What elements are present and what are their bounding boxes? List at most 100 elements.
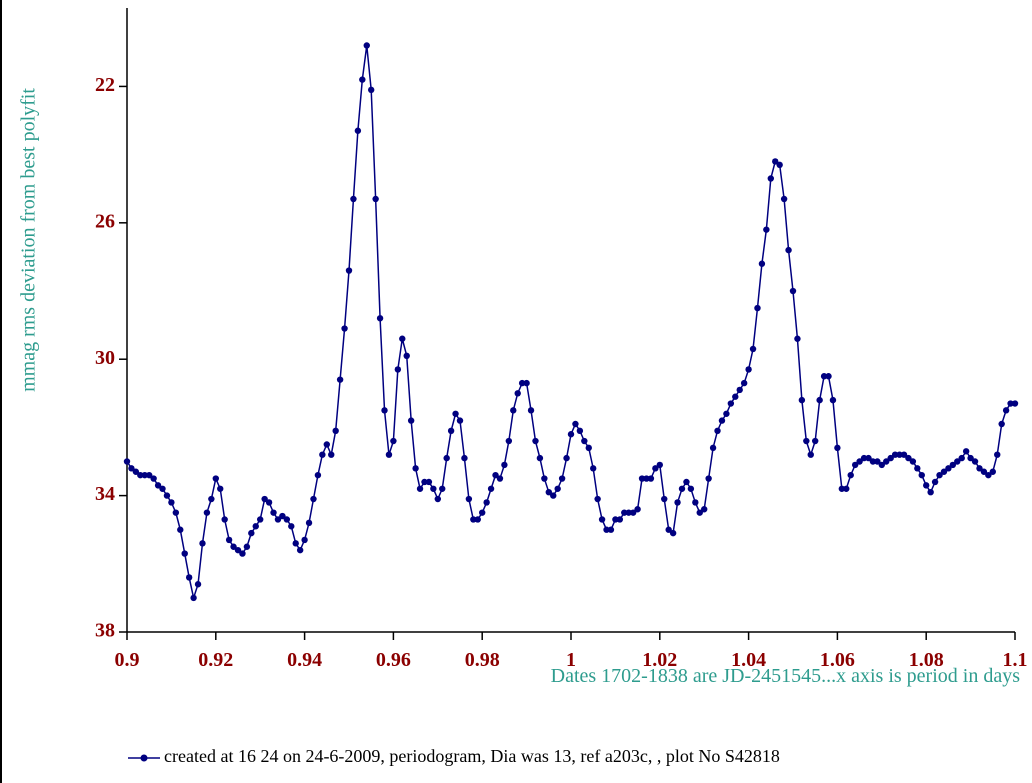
data-point [745, 366, 752, 373]
data-point [763, 226, 770, 233]
data-point [923, 482, 930, 489]
data-point [363, 42, 370, 49]
data-point [385, 451, 393, 458]
data-point [359, 76, 366, 83]
data-point [447, 427, 455, 435]
data-point [239, 550, 246, 557]
data-point [274, 516, 282, 523]
data-point [772, 158, 779, 165]
data-point [554, 485, 561, 492]
data-point [403, 352, 410, 360]
data-point [718, 417, 726, 424]
data-point [456, 417, 464, 424]
data-point [856, 458, 863, 465]
data-point [345, 267, 353, 274]
data-point [638, 475, 646, 482]
y-tick-label: 22 [95, 74, 115, 96]
data-point [625, 509, 632, 516]
data-point [234, 546, 242, 554]
data-point [252, 523, 259, 530]
data-point [567, 431, 575, 438]
data-point [905, 454, 912, 462]
data-point [341, 325, 348, 332]
data-point [332, 427, 339, 435]
data-point [523, 379, 530, 387]
data-point [368, 86, 375, 94]
data-point [634, 506, 641, 513]
data-point [336, 376, 344, 383]
x-tick-label: 0.96 [376, 649, 411, 671]
data-point [328, 451, 335, 458]
data-point [985, 471, 992, 479]
data-point [949, 461, 957, 469]
data-point [1011, 400, 1019, 407]
x-tick-label: 1.04 [731, 649, 766, 671]
data-point [896, 451, 903, 458]
data-point [270, 509, 277, 516]
data-point [203, 509, 211, 516]
legend-marker [140, 754, 148, 762]
data-point [834, 444, 841, 452]
data-point [825, 373, 832, 380]
data-point [647, 475, 655, 482]
y-tick-label: 30 [95, 347, 115, 369]
data-point [909, 458, 917, 465]
data-point [705, 475, 712, 482]
data-point [479, 509, 486, 516]
data-point [927, 488, 934, 496]
data-point [652, 465, 659, 472]
data-point [323, 441, 330, 448]
data-point [714, 427, 721, 435]
data-point [399, 335, 406, 342]
data-point [230, 543, 237, 550]
data-point [132, 468, 140, 475]
data-point [430, 485, 437, 492]
data-point [221, 516, 228, 523]
data-point [878, 461, 885, 469]
data-point [150, 475, 157, 482]
data-point [776, 161, 783, 169]
data-point [851, 461, 859, 469]
data-point [185, 574, 193, 581]
data-point [199, 540, 206, 547]
data-point [421, 478, 428, 486]
data-point [532, 437, 539, 445]
data-point [292, 540, 299, 547]
data-point [572, 420, 579, 428]
data-point [501, 461, 508, 469]
data-point [412, 465, 419, 472]
data-point [767, 175, 774, 182]
data-point [257, 516, 264, 523]
data-point [936, 471, 943, 479]
data-point [159, 485, 166, 492]
data-point [612, 516, 619, 523]
data-point [994, 451, 1001, 458]
data-point [279, 512, 286, 520]
data-point [958, 454, 965, 462]
data-point [496, 475, 504, 482]
data-point [243, 543, 251, 550]
data-point [674, 499, 681, 506]
data-point [527, 407, 535, 414]
data-point [123, 458, 131, 465]
data-point [874, 458, 881, 465]
data-point [656, 461, 663, 469]
data-point [887, 454, 894, 462]
data-point [301, 536, 308, 544]
legend-label: created at 16 24 on 24-6-2009, periodogr… [164, 746, 780, 766]
data-point [918, 471, 925, 479]
x-tick-label: 1.06 [820, 649, 855, 671]
data-point [980, 468, 988, 475]
data-point [310, 495, 317, 503]
data-point [621, 509, 628, 516]
data-point [820, 373, 828, 380]
data-point [376, 315, 384, 322]
data-point [727, 400, 735, 407]
data-point [296, 546, 304, 554]
data-point [758, 260, 766, 267]
data-point [1002, 407, 1010, 414]
data-point [461, 454, 468, 462]
data-point [812, 437, 819, 445]
data-point [141, 471, 148, 479]
data-point [137, 471, 144, 479]
